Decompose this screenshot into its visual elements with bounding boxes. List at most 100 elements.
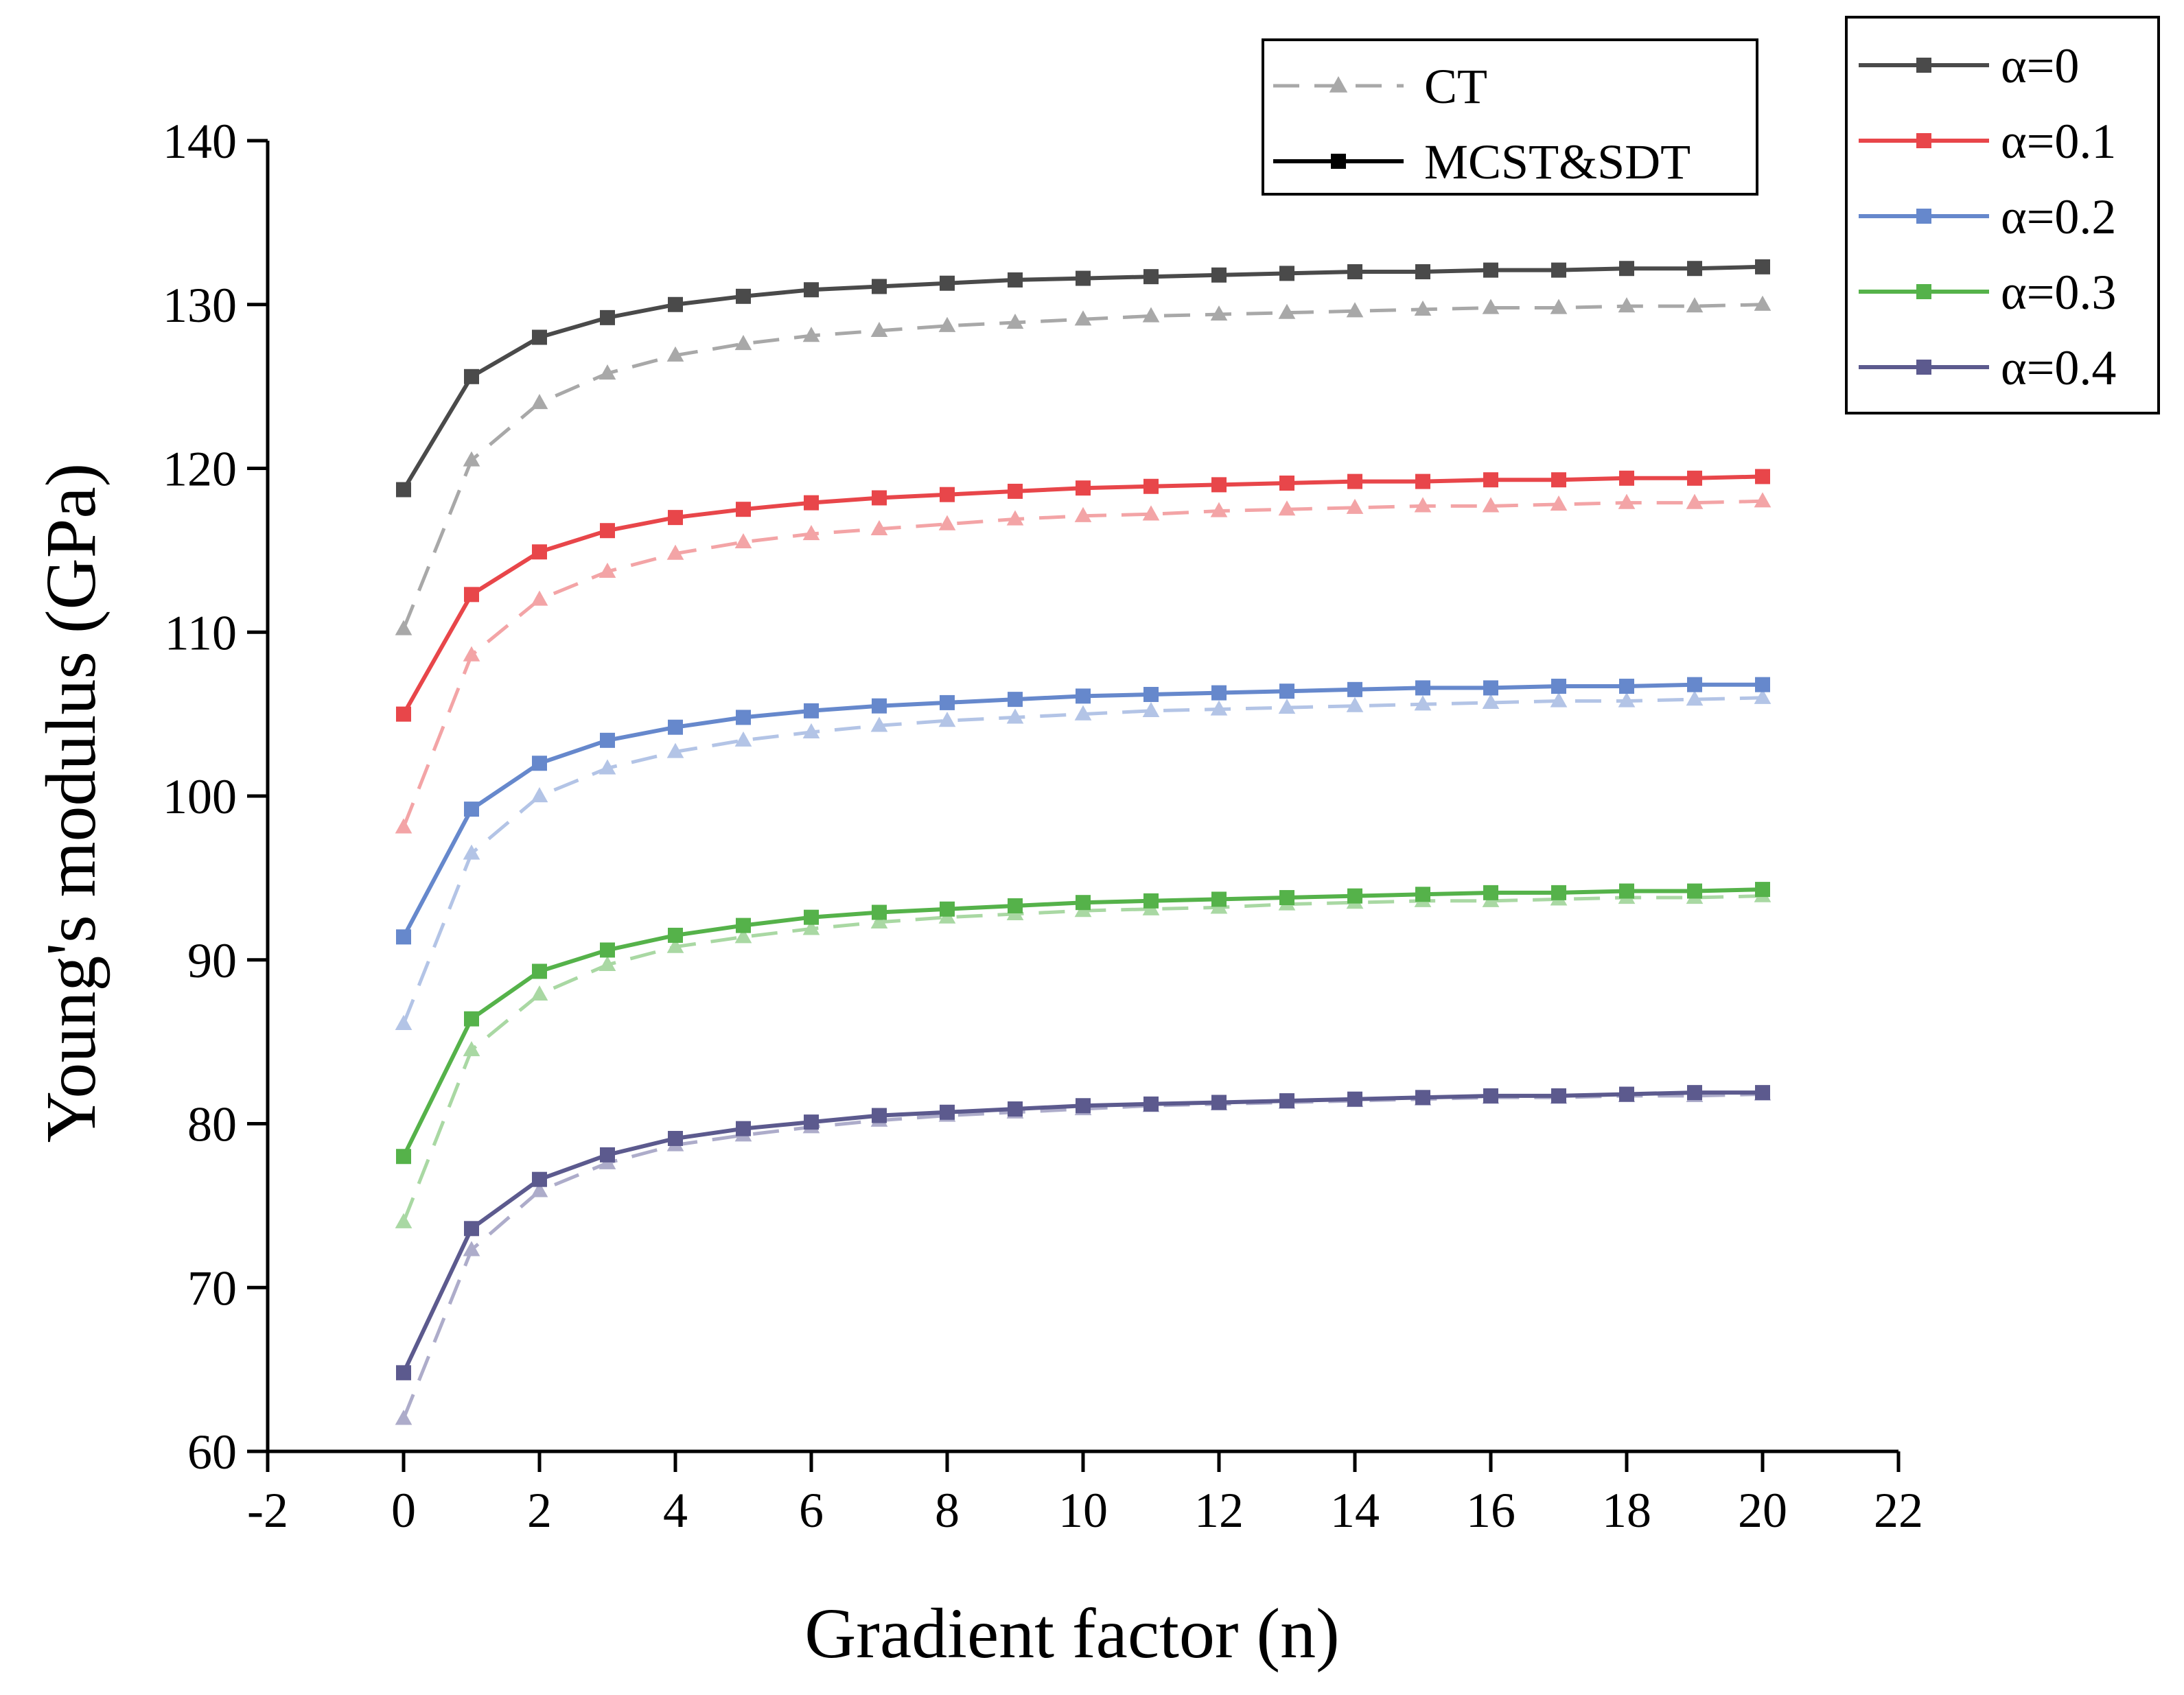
mcst-point	[532, 329, 547, 345]
ct-point	[1210, 305, 1228, 321]
mcst-point	[1347, 264, 1362, 279]
legend-alpha-label: α=0.1	[2001, 114, 2116, 169]
series-α=0	[395, 259, 1771, 635]
mcst-point	[396, 706, 411, 722]
ct-point	[395, 620, 413, 635]
x-tick-label: 10	[1058, 1483, 1108, 1538]
ct-point	[1550, 495, 1568, 511]
ct-point	[1754, 295, 1771, 311]
y-tick-label: 80	[187, 1097, 237, 1152]
series-layer	[395, 259, 1771, 1425]
ct-point	[1754, 688, 1771, 704]
mcst-point	[464, 587, 479, 603]
mcst-point	[872, 1108, 887, 1123]
mcst-point	[736, 1121, 751, 1136]
mcst-point	[1551, 1088, 1566, 1103]
ct-point	[1550, 692, 1568, 708]
mcst-point	[940, 901, 955, 917]
mcst-point	[464, 1221, 479, 1237]
ct-point	[870, 519, 888, 535]
y-tick-label: 110	[165, 605, 237, 660]
mcst-point	[1551, 679, 1566, 694]
mcst-point	[1551, 472, 1566, 488]
y-tick-label: 100	[163, 769, 237, 824]
mcst-point	[668, 296, 683, 312]
alpha-legend: α=0 α=0.1 α=0.2 α=0.3 α=0.4	[1845, 16, 2160, 414]
mcst-point	[532, 756, 547, 771]
mcst-point	[1755, 882, 1770, 898]
ct-point	[1074, 705, 1092, 721]
x-tick-label: 14	[1330, 1483, 1380, 1538]
mcst-point	[872, 279, 887, 294]
ct-point	[666, 346, 684, 362]
ct-point	[734, 335, 752, 351]
legend-alpha-marker	[1916, 360, 1931, 375]
mcst-point	[1755, 677, 1770, 692]
mcst-point	[1483, 472, 1498, 488]
mcst-point	[1008, 1101, 1023, 1117]
mcst-point	[1008, 692, 1023, 708]
mcst-point	[1347, 1091, 1362, 1107]
mcst-point	[668, 510, 683, 526]
ct-point	[802, 327, 820, 342]
mcst-point	[1279, 683, 1294, 699]
mcst-point	[532, 544, 547, 560]
ct-point	[463, 1241, 480, 1256]
mcst-point	[1415, 680, 1430, 696]
mcst-point	[600, 1147, 615, 1162]
ct-point	[1006, 314, 1024, 329]
ct-point	[1414, 300, 1432, 316]
mcst-point	[1143, 478, 1159, 494]
ct-point	[1618, 493, 1636, 509]
ct-point	[1210, 700, 1228, 716]
ct-point	[1414, 695, 1432, 711]
mcst-point	[940, 1104, 955, 1120]
mcst-point	[1279, 1093, 1294, 1109]
ct-point	[1686, 297, 1704, 313]
mcst-point	[1619, 883, 1634, 899]
mcst-point	[1687, 677, 1702, 692]
ct-point	[1006, 708, 1024, 724]
y-tick-label: 70	[187, 1261, 237, 1316]
ct-point	[734, 928, 752, 944]
legend-alpha-label: α=0	[2001, 38, 2079, 93]
ct-point	[1414, 497, 1432, 513]
mcst-point	[396, 929, 411, 945]
mcst-point	[1483, 680, 1498, 696]
mcst-point	[668, 1130, 683, 1146]
mcst-point	[1483, 1088, 1498, 1103]
mcst-point	[1687, 470, 1702, 486]
mcst-point	[1687, 261, 1702, 277]
mcst-point	[668, 927, 683, 943]
mcst-point	[736, 502, 751, 517]
series-α=0.4	[395, 1085, 1771, 1425]
mcst-point	[1211, 267, 1227, 283]
mcst-point	[1008, 272, 1023, 288]
legend-ct-marker	[1329, 76, 1348, 93]
mcst-point	[1551, 262, 1566, 278]
mcst-point	[1755, 469, 1770, 484]
mcst-point	[1211, 1095, 1227, 1110]
mcst-point	[1347, 474, 1362, 489]
mcst-point	[396, 1365, 411, 1381]
ct-point	[1618, 692, 1636, 708]
mcst-point	[1415, 887, 1430, 902]
ct-line	[402, 499, 1763, 828]
mcst-point	[1211, 685, 1227, 701]
x-tick-label: 6	[799, 1483, 824, 1538]
ct-point	[1686, 690, 1704, 706]
axes: 60 70 80 90 100 110 120 130 140 -2 0 2 4 6 8 10 12 14 16 18…	[163, 114, 1923, 1538]
mcst-point	[940, 487, 955, 502]
x-tick-label: 20	[1738, 1483, 1787, 1538]
x-tick-label: 2	[527, 1483, 552, 1538]
ct-point	[666, 743, 684, 758]
mcst-point	[1415, 264, 1430, 279]
mcst-point	[1755, 259, 1770, 274]
y-tick-label: 60	[187, 1425, 237, 1480]
mcst-point	[600, 309, 615, 325]
ct-point	[802, 525, 820, 541]
ct-point	[802, 723, 820, 738]
ct-point	[599, 562, 616, 578]
ct-point	[1618, 297, 1636, 313]
